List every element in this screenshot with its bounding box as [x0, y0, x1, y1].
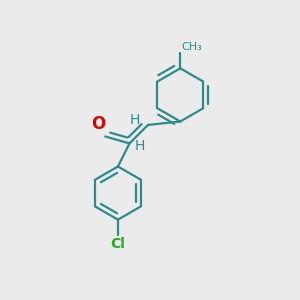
Text: H: H — [135, 139, 145, 153]
Text: H: H — [130, 113, 140, 127]
Text: O: O — [91, 115, 105, 133]
Text: CH₃: CH₃ — [182, 42, 202, 52]
Text: Cl: Cl — [110, 236, 125, 250]
